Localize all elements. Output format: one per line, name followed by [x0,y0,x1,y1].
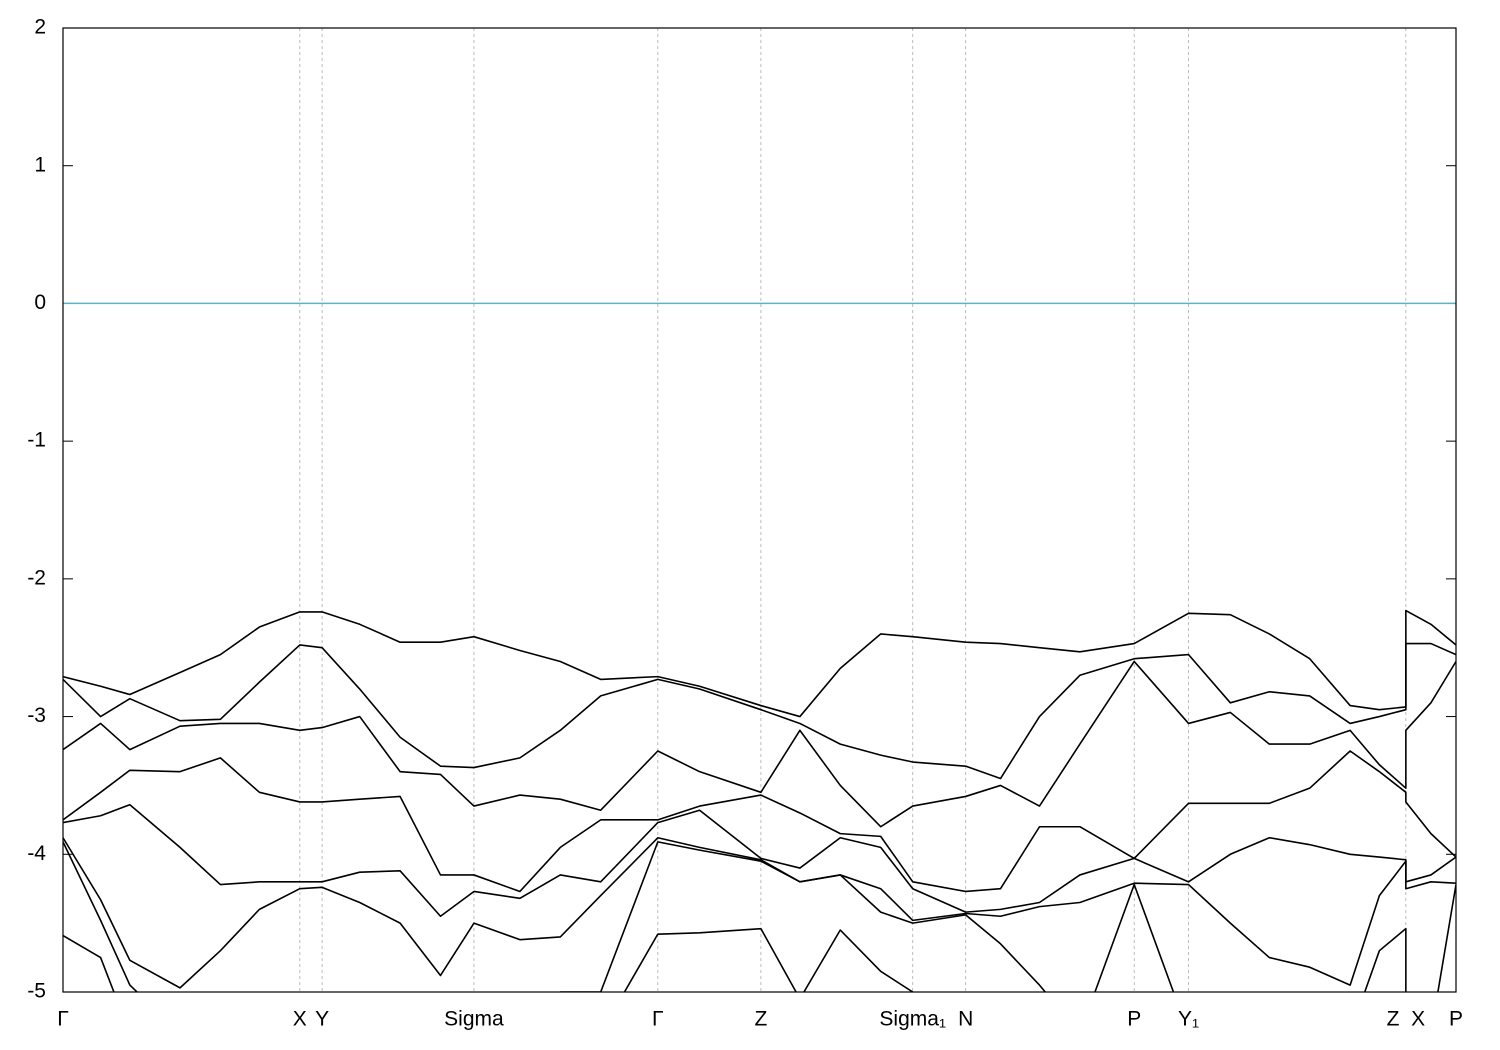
band-line [63,642,1456,780]
x-tick-label: Z X [1387,1008,1426,1031]
y-tick-label: 2 [34,16,46,39]
plot-frame [62,27,1457,993]
band-line [63,841,1456,992]
x-tick-label: Γ [652,1008,664,1031]
y-tick-label: 0 [34,291,46,314]
x-tick-label: Sigma [444,1008,504,1031]
band-line [63,660,1456,828]
y-tick-label: 1 [34,153,46,176]
grid [63,27,1456,993]
band-line [63,750,1456,893]
x-tick-label: Sigma₁ [879,1008,946,1031]
x-tick-label: P [1449,1008,1463,1031]
x-tick-label: Γ [57,1008,69,1031]
y-tick-label: -3 [27,704,46,727]
band-line [63,803,1456,918]
x-tick-label: X [293,1008,307,1031]
x-tick-label: Y [315,1008,329,1031]
bands [63,302,1456,992]
y-tick-label: -4 [27,842,46,865]
band-line [63,609,1456,718]
y-tick-label: -1 [27,429,46,452]
x-tick-label: P [1127,1008,1141,1031]
x-tick-label: Z [754,1008,767,1031]
y-tick-label: -2 [27,566,46,589]
band-line [63,927,915,992]
y-tick-label: -5 [27,980,46,1003]
x-tick-label: N [958,1008,973,1031]
labels: -5 -4 -3 -2 -1 0 1 2 Γ X Y Sigma Γ Z Sigma₁ N P Y₁ Z X P [27,16,1463,1031]
x-tick-label: Y₁ [1178,1008,1199,1031]
